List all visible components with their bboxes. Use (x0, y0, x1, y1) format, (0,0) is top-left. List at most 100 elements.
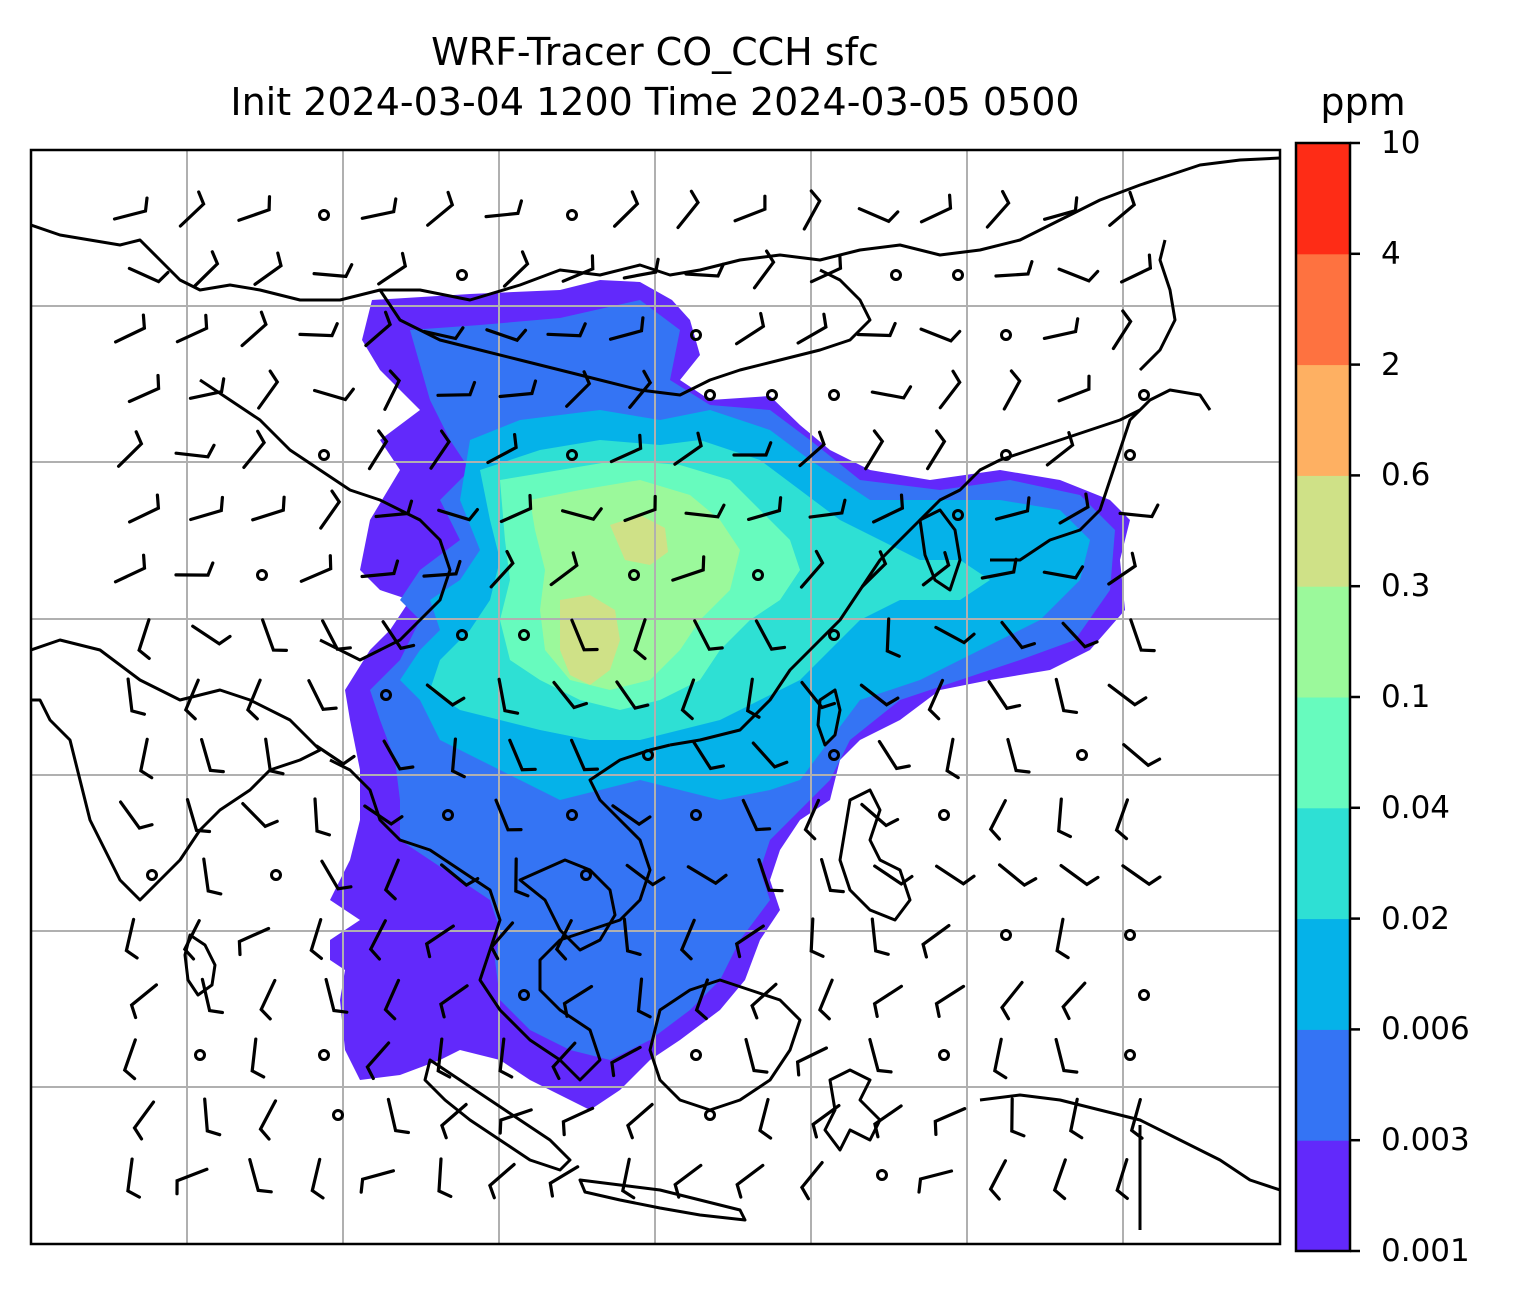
calm-wind-circle (690, 329, 702, 341)
coast-china-west (199, 378, 452, 662)
wind-barb (1122, 743, 1162, 768)
calm-wind-circle (518, 989, 530, 1001)
wind-barb (745, 677, 761, 719)
wind-barb (561, 1106, 595, 1137)
wind-barb (609, 433, 643, 464)
wind-barb (1115, 1158, 1129, 1200)
wind-barb (498, 1037, 514, 1079)
wind-barb (561, 507, 603, 522)
wind-barb (365, 1041, 391, 1081)
wind-barb (1114, 798, 1129, 841)
wind-barb (548, 1165, 580, 1198)
wind-barb (312, 263, 354, 279)
calm-wind-circle (690, 1049, 702, 1061)
wind-barb (259, 978, 277, 1021)
wind-barb (1043, 196, 1079, 221)
calm-wind-circle (828, 389, 840, 401)
calm-wind-circle (766, 389, 778, 401)
calm-wind-circle (704, 389, 716, 401)
wind-barb (436, 380, 477, 397)
wind-barb (185, 798, 212, 834)
wind-barb (360, 559, 400, 579)
calm-wind-circle (752, 569, 764, 581)
calm-wind-circle (828, 749, 840, 761)
calm-wind-circle (1124, 1049, 1136, 1061)
wind-barb (820, 858, 845, 894)
wind-barb (257, 369, 280, 410)
calm-wind-circle (456, 269, 468, 281)
wind-barb (1108, 190, 1137, 227)
wind-barb (551, 1041, 577, 1080)
wind-barb (741, 798, 772, 832)
wind-barb (1000, 980, 1024, 1021)
wind-barb (1057, 267, 1100, 283)
wind-barb (127, 373, 161, 404)
calm-wind-circle (146, 869, 158, 881)
calm-wind-circle (332, 1109, 344, 1121)
wind-barb (680, 678, 696, 721)
wind-barb (796, 312, 828, 345)
wind-barb (114, 313, 147, 344)
wind-barb (623, 494, 657, 523)
colorbar-tick-label: 0.04 (1381, 789, 1451, 826)
wind-barb (250, 1037, 266, 1079)
wind-barb (237, 195, 272, 222)
wind-barb (679, 918, 696, 961)
wind-barb (795, 1046, 828, 1077)
wind-barb (870, 385, 913, 400)
wind-barb (203, 1097, 222, 1137)
wind-barb (628, 369, 653, 409)
wind-barb (552, 680, 588, 710)
coast-japan (990, 388, 1212, 562)
wind-barb (565, 370, 592, 408)
wind-barb (1042, 317, 1080, 340)
wind-barb (611, 804, 652, 827)
calm-wind-circle (642, 749, 654, 761)
wind-barb (994, 496, 1031, 521)
wind-barb (673, 1163, 703, 1199)
wind-barb (799, 549, 825, 589)
colorbar-tick-label: 0.6 (1381, 457, 1431, 494)
calm-wind-circle (938, 1049, 950, 1061)
wind-barb (1054, 677, 1079, 714)
colorbar-segment (1296, 918, 1350, 1030)
wind-barb (175, 313, 209, 344)
wind-barb (368, 919, 387, 961)
coast-china (669, 408, 1141, 747)
wind-barb (383, 858, 400, 901)
wind-barb (732, 441, 773, 457)
wind-barb (425, 683, 466, 707)
wind-barb (994, 260, 1034, 278)
coast-russia (31, 156, 1280, 302)
wind-barb (1107, 551, 1138, 586)
wind-barb (615, 680, 650, 710)
wind-barb (188, 377, 226, 400)
wind-barb (299, 554, 333, 583)
wind-barb (744, 1037, 769, 1074)
calm-wind-circle (270, 869, 282, 881)
tracer-field (330, 280, 1130, 1110)
calm-wind-circle (1000, 929, 1012, 941)
wind-barb (561, 254, 595, 283)
wind-barb (251, 495, 286, 522)
coastlines (31, 156, 1280, 1230)
wind-barb (382, 739, 415, 771)
wind-barb (437, 1157, 453, 1198)
coast-india (31, 638, 322, 902)
wind-barb (248, 1158, 273, 1194)
wind-barb (808, 498, 847, 519)
wind-barb (752, 249, 776, 290)
calm-wind-circle (194, 1049, 206, 1061)
wind-barb (113, 553, 147, 584)
wind-barb (549, 551, 579, 587)
wind-barb (1061, 621, 1099, 649)
wind-barb (381, 620, 416, 651)
colorbar-tick-label: 0.1 (1381, 679, 1431, 715)
wind-barb (363, 804, 404, 826)
wind-barb (1054, 1037, 1079, 1074)
wind-barb (864, 429, 885, 471)
wind-barb (488, 1162, 516, 1200)
wind-barb (546, 322, 587, 338)
wind-barb (126, 677, 146, 716)
wind-barb (315, 744, 356, 766)
